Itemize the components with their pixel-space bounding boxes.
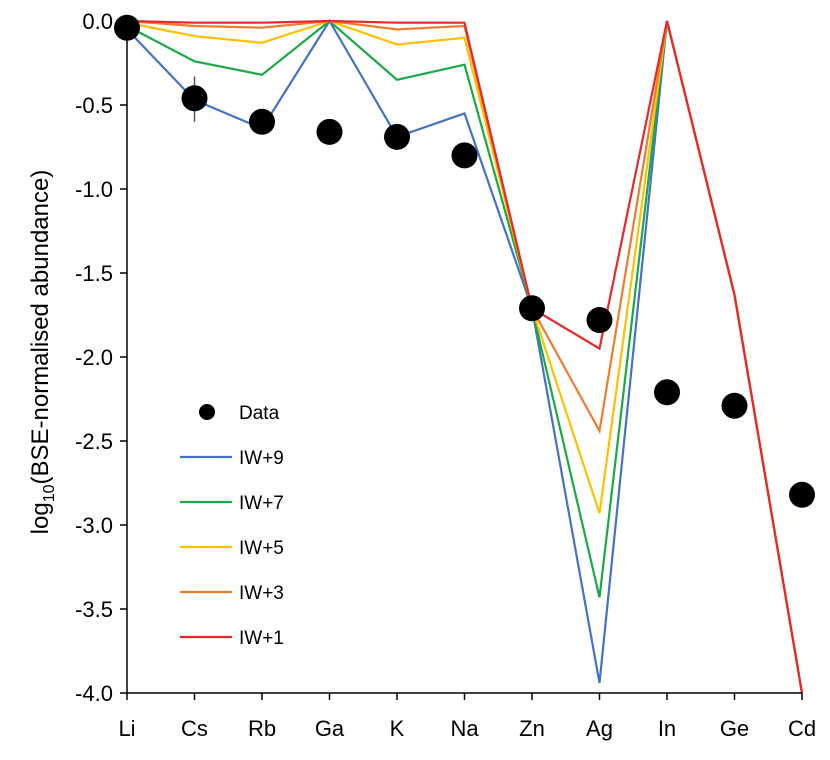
y-tick-label: -3.0 [75,513,113,538]
legend-label-iwplus1: IW+1 [239,628,284,649]
legend-marker-data [199,404,215,420]
y-axis-label: log10(BSE-normalised abundance) [27,170,58,535]
legend: Data IW+9 IW+7 IW+5 IW+3 IW+1 [180,403,284,649]
y-tick-label: -2.5 [75,429,113,454]
series-layer [126,18,804,694]
legend-label-iwplus7: IW+7 [239,493,284,514]
y-tick-label: -0.5 [75,93,113,118]
y-axis-label-prefix: log [27,502,54,534]
x-tick-label: Zn [519,716,545,741]
x-tick-label: Cd [788,716,816,741]
y-ticks: 0.0 -0.5 -1.0 -1.5 -2.0 -2.5 -3.0 -3.5 -4.0 [75,9,127,706]
y-tick-label: -1.0 [75,177,113,202]
data-point [451,142,478,169]
data-point [519,295,545,322]
x-ticks: Li Cs Rb Ga K Na Zn Ag In Ge Cd [118,693,816,741]
legend-label-iwplus9: IW+9 [239,448,284,469]
y-tick-label: -1.5 [75,261,113,286]
data-point [249,108,275,135]
x-tick-label: Ge [720,716,749,741]
y-axis-label-subscript: 10 [41,484,58,502]
data-point [654,379,680,406]
x-tick-label: Ga [315,716,345,741]
x-tick-label: In [658,716,676,741]
x-tick-label: Li [118,716,135,741]
data-point [586,307,613,334]
legend-label-iwplus3: IW+3 [239,583,284,604]
x-tick-label: Cs [181,716,208,741]
x-tick-label: K [390,716,405,741]
y-tick-label: -4.0 [75,681,113,706]
legend-label-data: Data [239,403,280,424]
y-axis-label-suffix: (BSE-normalised abundance) [27,170,54,485]
series-line-iwplus1 [126,19,804,694]
y-tick-label: 0.0 [82,9,113,34]
x-tick-label: Ag [586,716,613,741]
legend-label-iwplus5: IW+5 [239,538,284,559]
x-tick-label: Rb [248,716,276,741]
data-points-layer [114,14,815,508]
data-point [789,481,815,508]
y-tick-label: -2.0 [75,345,113,370]
data-point [721,392,748,419]
x-tick-label: Na [450,716,479,741]
data-point [384,123,410,150]
y-tick-label: -3.5 [75,597,113,622]
data-point [316,118,343,145]
data-point [181,85,208,112]
